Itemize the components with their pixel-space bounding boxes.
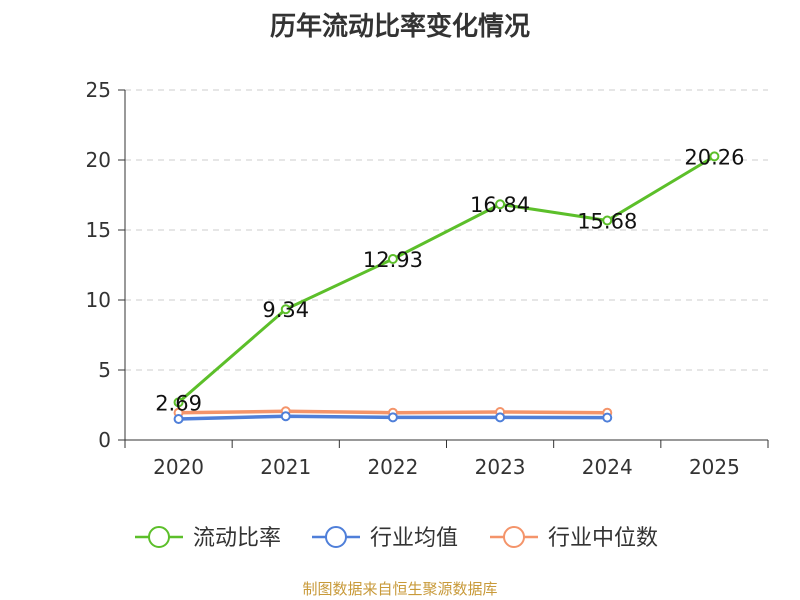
legend-label: 行业中位数 [548,526,658,551]
series-line-current-ratio [177,155,716,404]
legend-label: 行业均值 [370,526,458,551]
data-label: 12.93 [363,248,423,272]
y-tick-label: 25 [86,78,111,102]
chart-title: 历年流动比率变化情况 [269,12,530,42]
legend: 流动比率 行业均值 行业中位数 [135,526,658,551]
series-layer [173,151,720,424]
legend-marker [503,526,525,548]
x-tick-label: 2024 [582,455,633,479]
data-point [173,414,184,424]
x-tick-label: 2021 [260,455,311,479]
legend-marker [148,526,170,548]
data-point [387,253,398,264]
data-label: 20.26 [684,145,744,169]
data-label: 9.34 [262,298,309,322]
y-tick-label: 10 [86,288,111,312]
data-point [495,199,506,210]
source-note: 制图数据来自恒生聚源数据库 [302,580,498,598]
legend-label: 流动比率 [193,526,281,551]
data-label: 15.68 [577,209,637,233]
x-tick-label: 2022 [367,455,418,479]
legend-marker [325,526,347,548]
x-tick-label: 2025 [689,455,740,479]
data-point [602,412,613,423]
data-point [280,411,291,422]
x-tick-label: 2023 [475,455,526,479]
label-layer: 2.69 9.34 12.93 16.84 15.68 20.26 [155,145,744,415]
data-point [280,304,291,315]
data-point [387,412,398,423]
y-tick-label: 15 [86,218,111,242]
data-point [602,215,613,226]
y-tick-label: 20 [86,148,111,172]
data-point [495,412,506,423]
data-label: 16.84 [470,193,530,217]
y-tick-label: 0 [98,428,111,452]
x-tick-label: 2020 [153,455,204,479]
data-point [173,397,184,408]
data-label: 2.69 [155,391,202,415]
y-tick-label: 5 [98,358,111,382]
data-point [709,151,720,162]
